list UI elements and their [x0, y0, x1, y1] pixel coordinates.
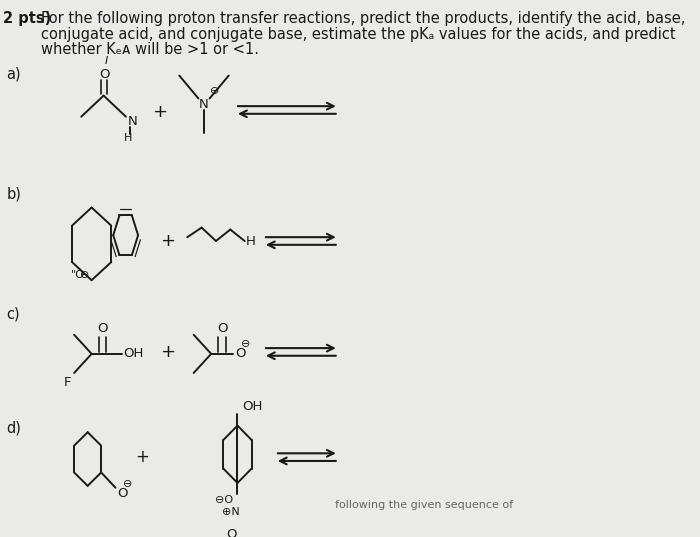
Text: H: H — [246, 235, 256, 249]
Text: c): c) — [6, 306, 20, 321]
Text: whether Kₑᴀ will be >1 or <1.: whether Kₑᴀ will be >1 or <1. — [41, 42, 260, 57]
Text: d): d) — [6, 421, 21, 436]
Text: "O: "O — [71, 271, 85, 280]
Text: following the given sequence of: following the given sequence of — [335, 500, 513, 510]
Text: a): a) — [6, 67, 21, 82]
Text: O: O — [226, 528, 237, 537]
Text: +: + — [152, 103, 167, 121]
Text: 2 pts): 2 pts) — [4, 11, 51, 26]
Text: F: F — [64, 376, 71, 389]
Text: ⊖: ⊖ — [122, 479, 132, 489]
Text: ⊖: ⊖ — [210, 86, 219, 96]
Text: +: + — [160, 343, 175, 361]
Text: ⊖O: ⊖O — [215, 495, 233, 505]
Text: ⊖: ⊖ — [80, 271, 90, 280]
Text: O: O — [235, 347, 246, 360]
Text: O: O — [99, 68, 110, 81]
Text: For the following proton transfer reactions, predict the products, identify the : For the following proton transfer reacti… — [41, 11, 686, 26]
Text: +: + — [135, 448, 149, 466]
Text: ⊕N: ⊕N — [222, 506, 240, 517]
Text: +: + — [160, 232, 175, 250]
Text: O: O — [97, 323, 108, 336]
Text: OH: OH — [242, 400, 262, 413]
Text: b): b) — [6, 186, 21, 201]
Text: conjugate acid, and conjugate base, estimate the pKₐ values for the acids, and p: conjugate acid, and conjugate base, esti… — [41, 27, 676, 42]
Text: O: O — [217, 323, 228, 336]
Text: N: N — [198, 98, 208, 111]
Text: O: O — [117, 487, 127, 500]
Text: N: N — [127, 115, 137, 128]
Text: I: I — [104, 56, 108, 66]
Text: H: H — [124, 133, 132, 143]
Text: OH: OH — [123, 347, 144, 360]
Text: ⊖: ⊖ — [241, 339, 250, 349]
